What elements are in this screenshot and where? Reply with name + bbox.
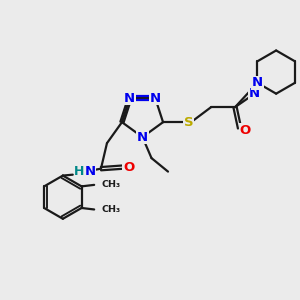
- Text: N: N: [137, 130, 148, 144]
- Text: N: N: [84, 165, 95, 178]
- Text: CH₃: CH₃: [102, 205, 121, 214]
- Text: S: S: [184, 116, 194, 129]
- Text: H: H: [74, 165, 85, 178]
- Text: N: N: [124, 92, 135, 104]
- Text: O: O: [123, 161, 134, 174]
- Text: N: N: [252, 76, 263, 89]
- Text: O: O: [239, 124, 250, 137]
- Text: N: N: [249, 87, 260, 100]
- Text: CH₃: CH₃: [102, 180, 121, 189]
- Text: N: N: [150, 92, 161, 104]
